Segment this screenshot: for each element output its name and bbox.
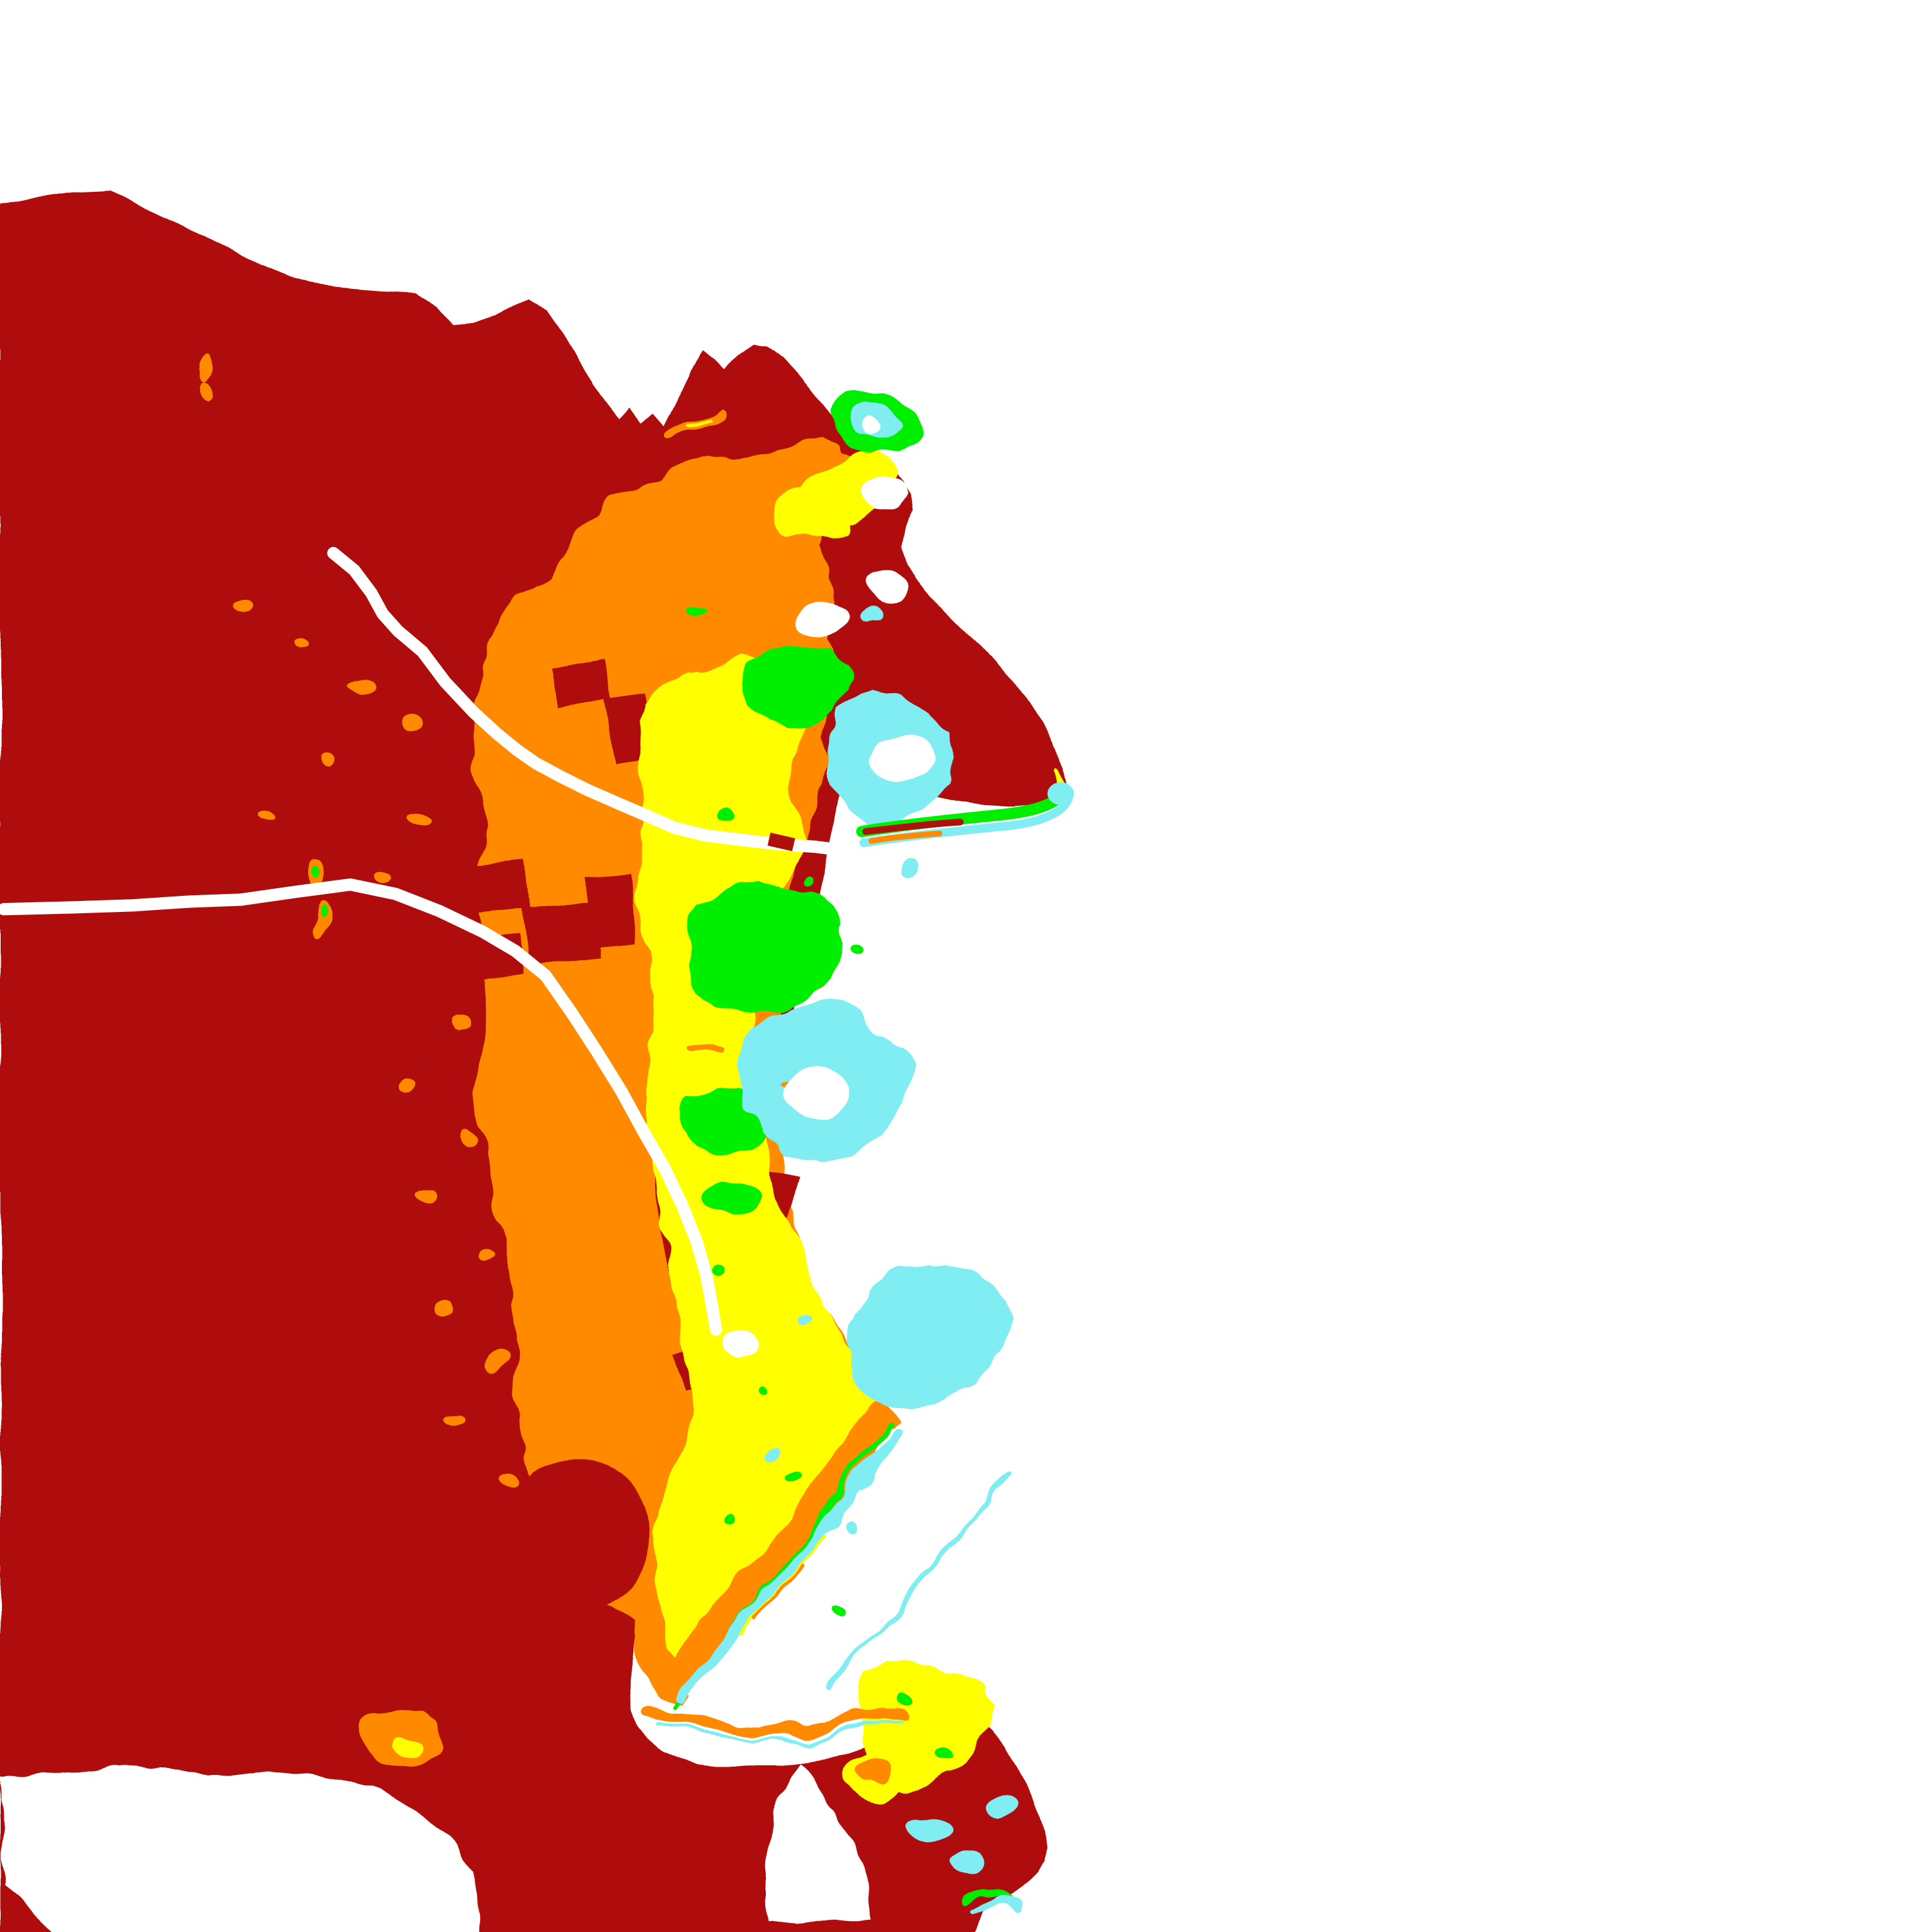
yellow-zone-shape bbox=[683, 413, 718, 432]
green-zone-shape bbox=[689, 604, 705, 616]
red-field-patches-shape bbox=[520, 901, 602, 967]
cyan-zone-shape bbox=[638, 1706, 911, 1734]
orange-zone-shape bbox=[200, 354, 212, 377]
white-pockets-shape bbox=[723, 1333, 758, 1361]
white-pockets-shape bbox=[858, 477, 907, 512]
red-field-patches-shape bbox=[550, 658, 613, 710]
white-pockets-shape bbox=[833, 1163, 875, 1190]
cyan-zone-shape bbox=[768, 1445, 785, 1457]
orange-zone-shape bbox=[257, 810, 277, 822]
layer-harbor-spit bbox=[856, 782, 1074, 848]
green-zone-shape bbox=[894, 1691, 909, 1703]
cyan-zone-shape bbox=[858, 1763, 889, 1787]
green-zone-shape bbox=[312, 869, 320, 881]
green-zone-shape bbox=[320, 911, 328, 923]
cyan-zone-shape bbox=[684, 1039, 727, 1054]
green-zone-shape bbox=[685, 878, 845, 1014]
green-zone-shape bbox=[831, 1597, 843, 1608]
harbor-spit-shape bbox=[1047, 782, 1074, 805]
orange-zone-shape bbox=[483, 1358, 506, 1373]
orange-zone-shape bbox=[456, 1131, 476, 1146]
red-field-patches-shape bbox=[456, 860, 529, 916]
orange-zone-shape bbox=[398, 714, 417, 730]
green-zone-shape bbox=[756, 1388, 767, 1400]
cyan-zone-shape bbox=[951, 1850, 985, 1873]
cyan-zone-shape bbox=[756, 1561, 805, 1620]
sea-inlets-shape bbox=[765, 1765, 871, 1923]
green-zone-shape bbox=[808, 869, 821, 881]
cyan-zone-shape bbox=[827, 1474, 1010, 1692]
orange-zone-shape bbox=[400, 1075, 419, 1088]
layer-roads bbox=[0, 546, 938, 1336]
sea-inlets-shape bbox=[3, 1767, 479, 1932]
orange-zone-shape bbox=[371, 867, 391, 879]
layer-white-pockets bbox=[723, 414, 934, 1361]
cyan-zone-shape bbox=[899, 867, 919, 883]
roads-shape bbox=[767, 832, 795, 851]
white-pockets-shape bbox=[795, 600, 849, 638]
orange-zone-shape bbox=[202, 376, 214, 396]
sea-inlets-shape bbox=[685, 1432, 997, 1733]
cyan-zone-shape bbox=[852, 1066, 868, 1078]
red-field-patches-shape bbox=[505, 1458, 650, 1610]
cyan-zone-shape bbox=[971, 1896, 1026, 1913]
orange-zone-shape bbox=[407, 808, 431, 824]
green-zone-shape bbox=[850, 945, 862, 957]
green-zone-shape bbox=[700, 1184, 766, 1214]
green-zone-shape bbox=[744, 649, 845, 732]
roads-shape bbox=[0, 878, 723, 1336]
cyan-zone-shape bbox=[653, 1720, 907, 1741]
orange-zone-shape bbox=[416, 1187, 440, 1203]
orange-zone-shape bbox=[316, 754, 332, 766]
white-pockets-shape bbox=[820, 1265, 851, 1288]
yellow-zone-shape bbox=[774, 487, 855, 543]
red-field-patches-shape bbox=[584, 873, 635, 949]
cyan-zone-shape bbox=[987, 1790, 1017, 1813]
yellow-zone-shape bbox=[854, 1659, 993, 1788]
cyan-zone-shape bbox=[866, 613, 885, 629]
white-pockets-shape bbox=[782, 1068, 851, 1114]
cyan-zone-shape bbox=[850, 1265, 1008, 1407]
layer-sea-inlets bbox=[3, 772, 1065, 1932]
harbor-spit-shape bbox=[868, 830, 943, 844]
green-zone-shape bbox=[937, 1752, 953, 1764]
green-zone-shape bbox=[720, 808, 735, 821]
green-zone-shape bbox=[718, 1513, 730, 1525]
white-pockets-shape bbox=[862, 414, 881, 431]
orange-zone-shape bbox=[447, 1416, 467, 1429]
harbor-spit-shape bbox=[862, 819, 964, 835]
cyan-zone-shape bbox=[909, 1808, 951, 1839]
yellow-zone-shape bbox=[396, 1732, 423, 1752]
orange-zone-shape bbox=[499, 1471, 519, 1487]
orange-zone-shape bbox=[445, 1017, 468, 1033]
roads-shape bbox=[327, 546, 938, 954]
white-pockets-shape bbox=[869, 736, 934, 783]
cyan-zone-shape bbox=[677, 1429, 903, 1702]
cyan-zone-shape bbox=[837, 1521, 853, 1532]
green-zone-shape bbox=[794, 1467, 805, 1480]
orange-zone-shape bbox=[437, 1301, 457, 1317]
white-pockets-shape bbox=[864, 570, 909, 604]
cyan-zone-shape bbox=[795, 1316, 811, 1328]
orange-zone-shape bbox=[293, 640, 313, 652]
orange-zone-shape bbox=[234, 599, 258, 614]
orange-zone-shape bbox=[475, 1246, 495, 1258]
orange-zone-shape bbox=[348, 678, 375, 694]
